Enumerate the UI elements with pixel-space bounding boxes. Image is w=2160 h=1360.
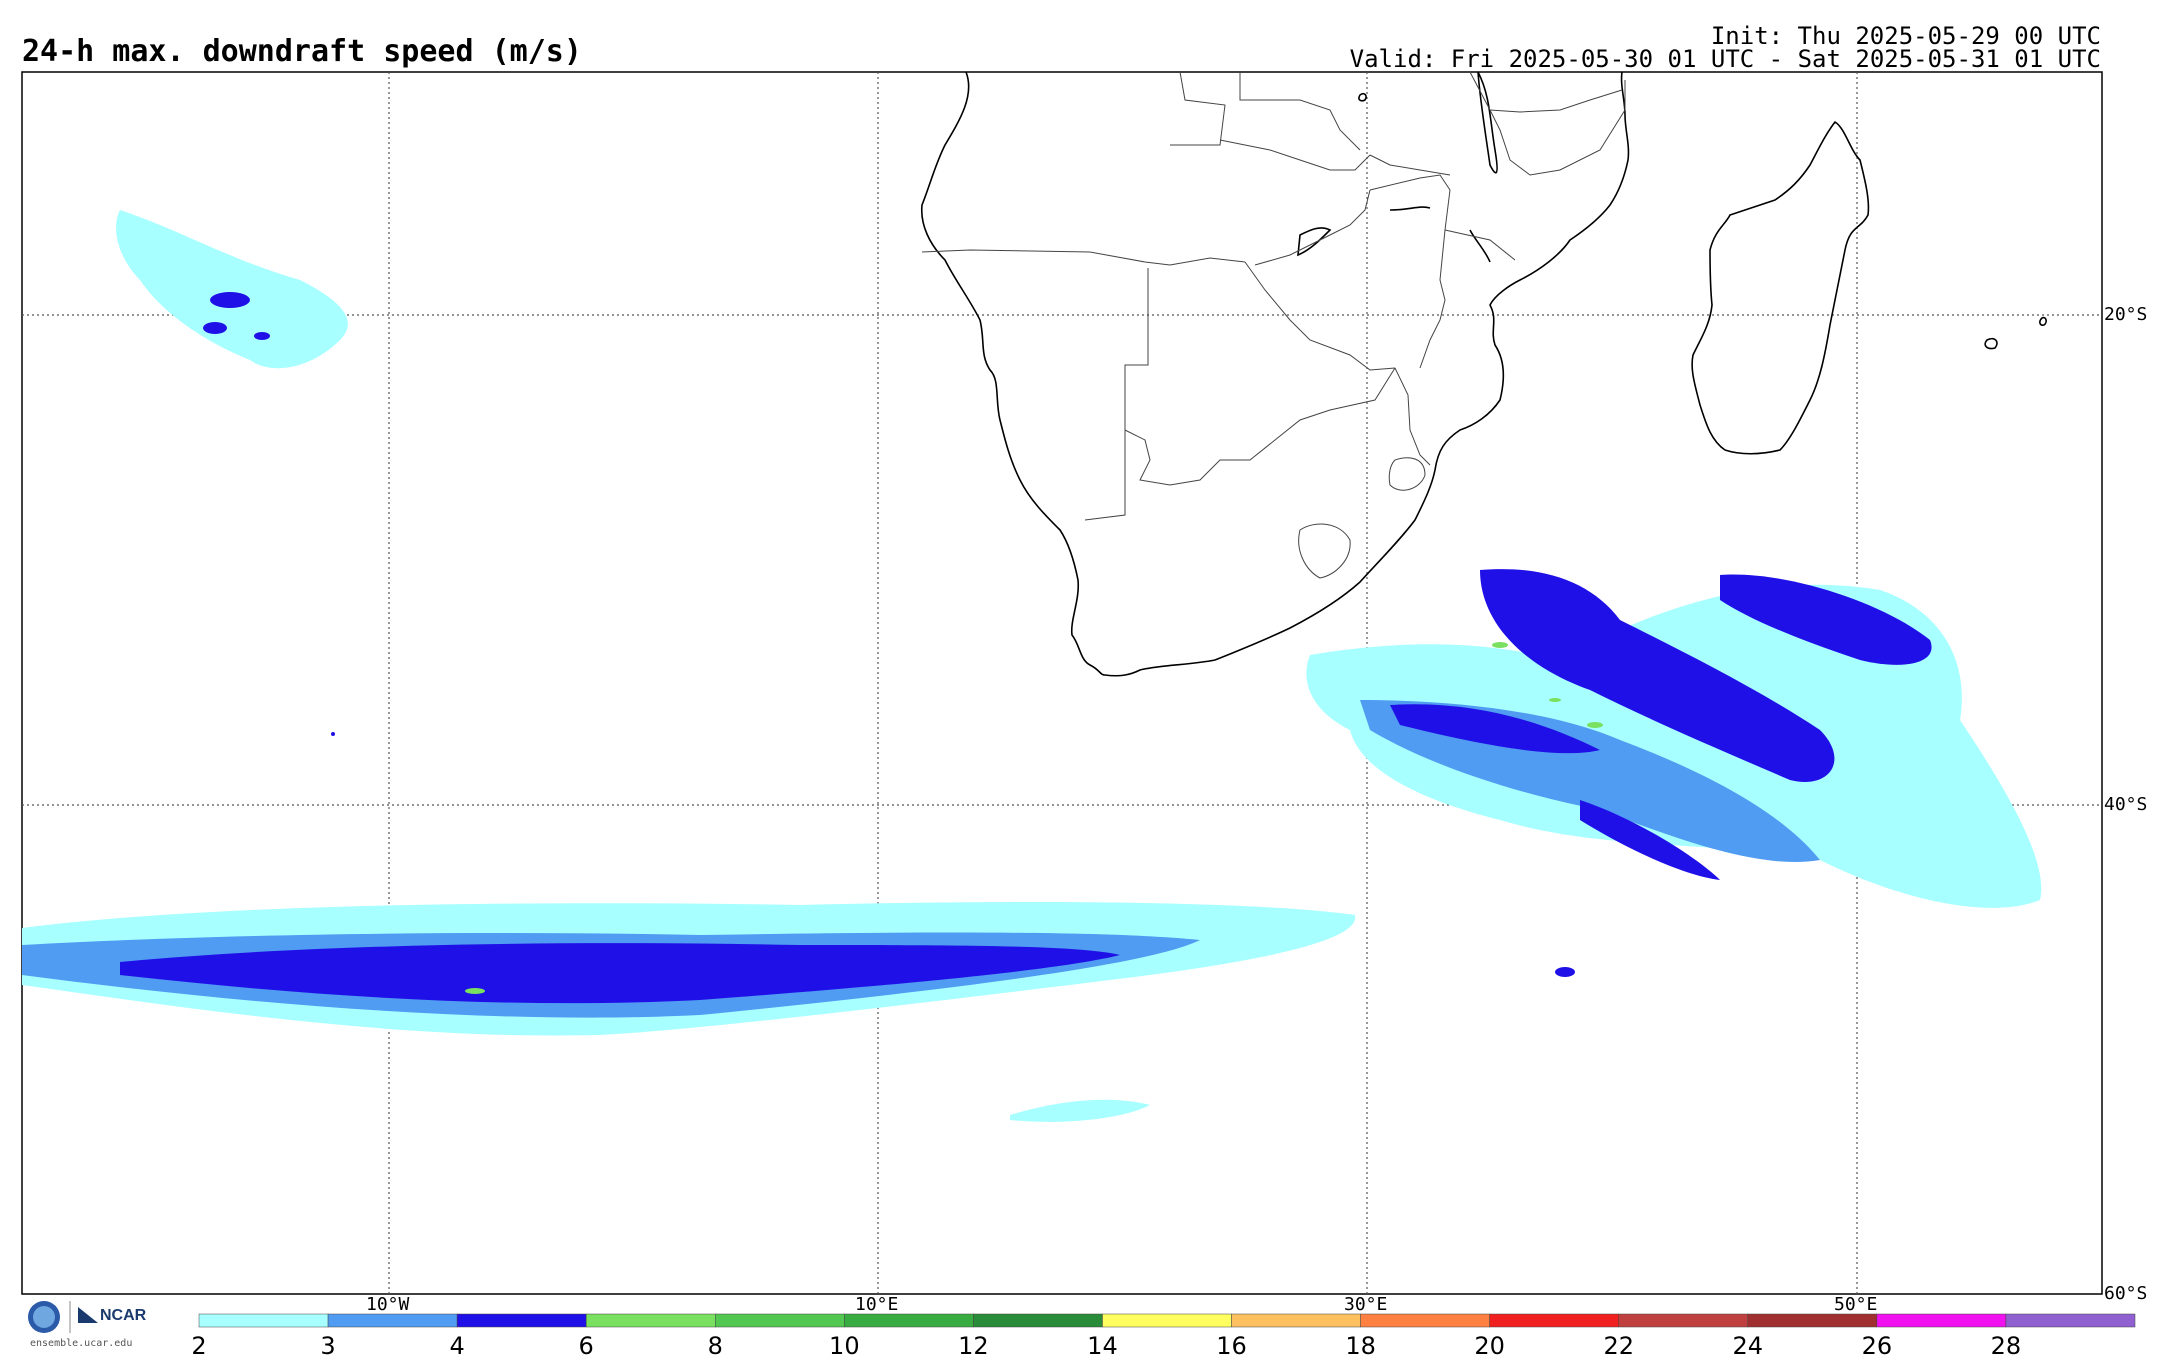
colorbar-swatch bbox=[585, 1313, 716, 1328]
colorbar-swatch bbox=[327, 1313, 458, 1328]
logo-url: ensemble.ucar.edu bbox=[30, 1338, 133, 1349]
colorbar-tick-label: 8 bbox=[707, 1332, 723, 1360]
colorbar-swatch bbox=[715, 1313, 845, 1328]
coastlines bbox=[920, 71, 2047, 677]
colorbar-swatch bbox=[1747, 1313, 1878, 1328]
lat-label-20s: 20°S bbox=[2104, 304, 2148, 325]
init-time: Init: Thu 2025-05-29 00 UTC bbox=[1710, 22, 2101, 50]
ncar-logo-text: NCAR bbox=[100, 1307, 147, 1324]
colorbar-tick-label: 2 bbox=[191, 1332, 207, 1360]
colorbar-swatch bbox=[198, 1313, 329, 1328]
lon-label-50e: 50°E bbox=[1834, 1294, 1878, 1315]
map-frame bbox=[21, 71, 2103, 1295]
colorbar-swatch bbox=[973, 1313, 1103, 1328]
downdraft-field-southern-indian-ocean bbox=[1010, 569, 2042, 1122]
colorbar-swatch bbox=[1489, 1313, 1619, 1328]
downdraft-field-st-helena bbox=[116, 210, 348, 736]
downdraft-field-south-atlantic bbox=[22, 902, 1356, 1036]
colorbar-swatch bbox=[1102, 1313, 1232, 1328]
colorbar-swatch bbox=[456, 1313, 587, 1328]
colorbar-tick-label: 20 bbox=[1474, 1332, 1505, 1360]
colorbar-swatch bbox=[1618, 1313, 1749, 1328]
colorbar-swatch bbox=[1231, 1313, 1361, 1328]
colorbar-tick-label: 4 bbox=[449, 1332, 465, 1360]
colorbar-tick-label: 14 bbox=[1087, 1332, 1118, 1360]
colorbar bbox=[198, 1313, 2136, 1328]
borders bbox=[921, 71, 1626, 579]
colorbar-tick-label: 26 bbox=[1861, 1332, 1893, 1360]
colorbar-tick-label: 28 bbox=[1990, 1332, 2022, 1360]
lat-label-60s: 60°S bbox=[2104, 1283, 2148, 1304]
lon-label-10w: 10°W bbox=[366, 1294, 410, 1315]
valid-time: Valid: Fri 2025-05-30 01 UTC - Sat 2025-… bbox=[1349, 45, 2101, 73]
colorbar-swatch bbox=[1876, 1313, 2007, 1328]
map-title: 24-h max. downdraft speed (m/s) bbox=[22, 34, 582, 69]
lon-label-30e: 30°E bbox=[1344, 1294, 1388, 1315]
colorbar-tick-label: 18 bbox=[1345, 1332, 1376, 1360]
colorbar-tick-label: 6 bbox=[578, 1332, 594, 1360]
colorbar-tick-label: 16 bbox=[1216, 1332, 1247, 1360]
nsf-logo-icon bbox=[28, 1301, 98, 1333]
lon-label-10e: 10°E bbox=[855, 1294, 899, 1315]
colorbar-swatch bbox=[844, 1313, 974, 1328]
colorbar-tick-label: 22 bbox=[1603, 1332, 1634, 1360]
colorbar-tick-label: 3 bbox=[320, 1332, 336, 1360]
colorbar-swatch bbox=[2005, 1313, 2136, 1328]
colorbar-tick-label: 12 bbox=[958, 1332, 989, 1360]
colorbar-tick-label: 24 bbox=[1732, 1332, 1764, 1360]
colorbar-tick-label: 10 bbox=[829, 1332, 860, 1360]
lat-label-40s: 40°S bbox=[2104, 794, 2148, 815]
colorbar-swatch bbox=[1360, 1313, 1490, 1328]
